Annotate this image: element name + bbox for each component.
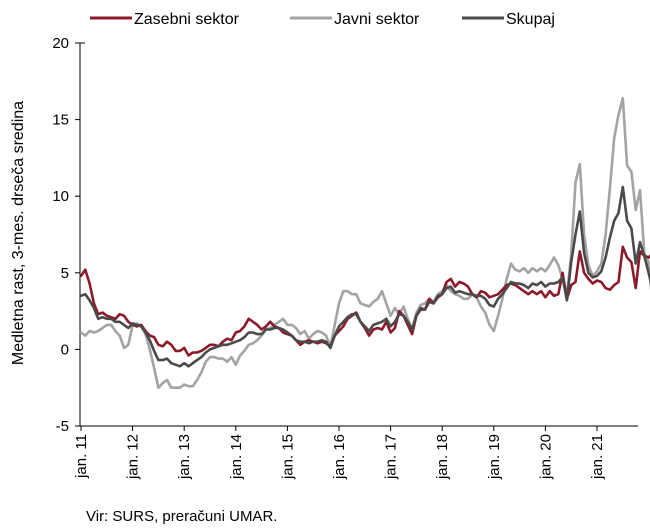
source-note: Vir: SURS, preračuni UMAR. <box>86 508 278 525</box>
series-lines <box>79 96 650 390</box>
y-tick-label: 20 <box>52 35 69 52</box>
axes <box>79 42 638 427</box>
y-tick-label: 5 <box>61 265 69 282</box>
x-tick-label: jan. 19 <box>486 434 503 480</box>
y-axis-title-group: Medletna rast, 3-mes. drseča sredina <box>10 101 27 365</box>
legend: Zasebni sektor Javni sektor Skupaj <box>90 11 555 28</box>
series-line-javni-sektor <box>79 96 650 390</box>
y-axis-title: Medletna rast, 3-mes. drseča sredina <box>10 101 27 365</box>
y-tick-labels: -5 0 5 10 15 20 <box>52 35 80 435</box>
series-line-skupaj <box>79 185 650 368</box>
x-tick-labels: jan. 11 jan. 12 jan. 13 jan. 14 jan. 15 jan. … <box>73 426 606 480</box>
legend-label: Javni sektor <box>334 11 420 28</box>
x-tick-label: jan. 18 <box>434 434 451 480</box>
y-tick-label: 15 <box>52 112 69 129</box>
x-tick-label: jan. 14 <box>228 434 245 480</box>
x-tick-label: jan. 11 <box>73 434 90 479</box>
y-tick-label: 10 <box>52 188 69 205</box>
x-tick-label: jan. 20 <box>537 434 554 480</box>
x-tick-label: jan. 15 <box>279 434 296 480</box>
x-tick-label: jan. 13 <box>176 434 193 480</box>
legend-label: Zasebni sektor <box>134 11 240 28</box>
x-tick-label: jan. 12 <box>125 434 142 480</box>
x-tick-label: jan. 21 <box>589 434 606 480</box>
x-tick-label: jan. 16 <box>331 434 348 480</box>
y-tick-label: -5 <box>56 418 69 435</box>
x-tick-label: jan. 17 <box>383 434 400 480</box>
legend-label: Skupaj <box>506 11 555 28</box>
y-tick-label: 0 <box>61 341 69 358</box>
series-line-zasebni-sektor <box>79 245 650 357</box>
